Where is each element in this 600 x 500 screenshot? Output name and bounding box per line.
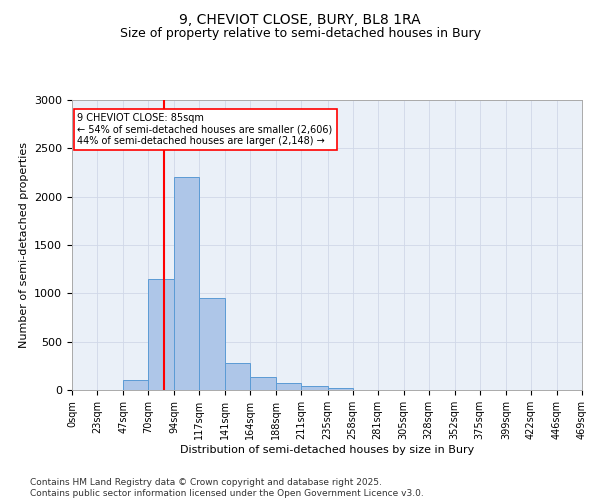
Bar (199, 298, 226, 390)
Bar (226, 363, 250, 390)
Bar (148, 279, 174, 390)
Bar (301, 386, 328, 390)
Bar (123, 380, 148, 390)
Bar (250, 378, 277, 390)
Y-axis label: Number of semi-detached properties: Number of semi-detached properties (19, 142, 29, 348)
Text: 9 CHEVIOT CLOSE: 85sqm
← 54% of semi-detached houses are smaller (2,606)
44% of : 9 CHEVIOT CLOSE: 85sqm ← 54% of semi-det… (77, 112, 332, 146)
Bar (174, 178, 199, 390)
Bar (277, 383, 301, 390)
Text: 9, CHEVIOT CLOSE, BURY, BL8 1RA: 9, CHEVIOT CLOSE, BURY, BL8 1RA (179, 12, 421, 26)
Text: Contains HM Land Registry data © Crown copyright and database right 2025.
Contai: Contains HM Land Registry data © Crown c… (30, 478, 424, 498)
X-axis label: Distribution of semi-detached houses by size in Bury: Distribution of semi-detached houses by … (180, 444, 474, 454)
Text: Size of property relative to semi-detached houses in Bury: Size of property relative to semi-detach… (119, 28, 481, 40)
Bar (328, 388, 353, 390)
